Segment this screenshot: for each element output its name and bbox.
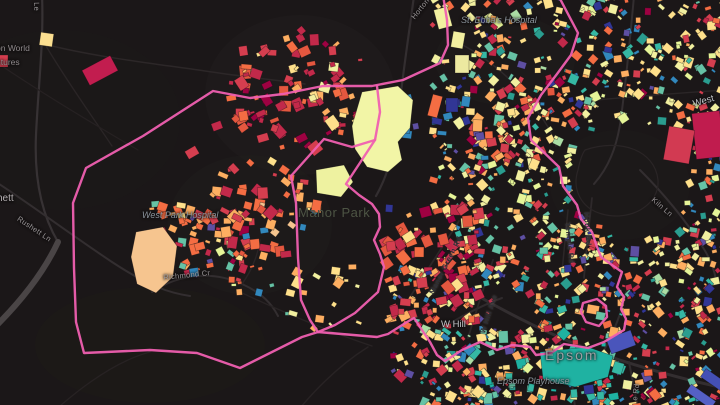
boundary-layer [71,0,628,370]
